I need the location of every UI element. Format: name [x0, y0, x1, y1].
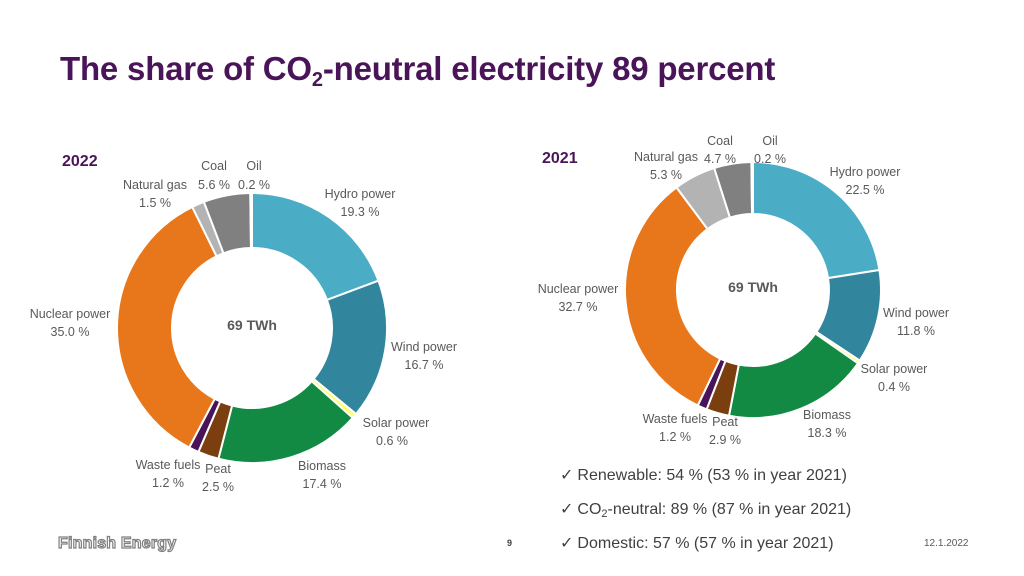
slice-name-label: Waste fuels: [643, 412, 708, 426]
chart-year-label: 2022: [62, 153, 98, 170]
check-icon: ✓: [560, 467, 574, 484]
slice-name-label: Oil: [246, 159, 261, 173]
slice-value-label: 35.0 %: [51, 325, 90, 339]
slice-oil: [249, 191, 253, 250]
slice-name-label: Oil: [762, 134, 777, 148]
slice-name-label: Hydro power: [830, 165, 901, 179]
slice-name-label: Natural gas: [123, 178, 187, 192]
slice-value-label: 19.3 %: [341, 205, 380, 219]
slice-value-label: 4.7 %: [704, 152, 736, 166]
slice-value-label: 17.4 %: [303, 477, 342, 491]
fact-renewable: ✓ Renewable: 54 % (53 % in year 2021): [560, 467, 847, 484]
slice-value-label: 1.5 %: [139, 196, 171, 210]
slice-name-label: Natural gas: [634, 150, 698, 164]
slice-name-label: Peat: [205, 462, 231, 476]
slice-name-label: Solar power: [363, 416, 430, 430]
slice-value-label: 18.3 %: [808, 426, 847, 440]
slice-name-label: Biomass: [298, 459, 346, 473]
slice-name-label: Hydro power: [325, 187, 396, 201]
page-title: The share of CO2-neutral electricity 89 …: [60, 50, 776, 91]
slice-name-label: Nuclear power: [30, 307, 111, 321]
slice-name-label: Wind power: [391, 340, 457, 354]
slice-value-label: 0.4 %: [878, 380, 910, 394]
slice-value-label: 2.9 %: [709, 433, 741, 447]
chart-year-label: 2021: [542, 150, 578, 167]
fact-domestic: ✓ Domestic: 57 % (57 % in year 2021): [560, 535, 834, 552]
page-number: 9: [507, 538, 513, 548]
slice-name-label: Waste fuels: [136, 458, 201, 472]
check-icon: ✓: [560, 535, 574, 552]
slice-value-label: 16.7 %: [405, 358, 444, 372]
donut-chart-2022: 2022 Hydro power 19.3 % Wind power 16.7 % Sol…: [30, 153, 457, 494]
slice-name-label: Solar power: [861, 362, 928, 376]
slice-value-label: 1.2 %: [659, 430, 691, 444]
slice-value-label: 32.7 %: [559, 300, 598, 314]
slice-oil: [750, 160, 754, 216]
slice-name-label: Coal: [201, 159, 227, 173]
slice-value-label: 5.6 %: [198, 178, 230, 192]
slice-nuclear-power: [624, 185, 722, 407]
slice-name-label: Wind power: [883, 306, 949, 320]
slice-value-label: 5.3 %: [650, 168, 682, 182]
slice-value-label: 2.5 %: [202, 480, 234, 494]
finnish-energy-logo: Finnish Energy: [57, 534, 177, 552]
slice-nuclear-power: [116, 205, 218, 449]
slice-name-label: Peat: [712, 415, 738, 429]
footer-date: 12.1.2022: [924, 538, 969, 549]
slice-name-label: Nuclear power: [538, 282, 619, 296]
slice-value-label: 0.2 %: [754, 152, 786, 166]
slice-value-label: 11.8 %: [897, 324, 935, 338]
slice-value-label: 0.2 %: [238, 178, 270, 192]
donut-chart-2021: 2021 Hydro power 22.5 % Wind power 11.8 % Sol…: [538, 134, 949, 447]
slice-value-label: 1.2 %: [152, 476, 184, 490]
check-icon: ✓: [560, 501, 574, 518]
summary-list: ✓ Renewable: 54 % (53 % in year 2021) ✓ CO…: [560, 462, 851, 564]
slice-name-label: Biomass: [803, 408, 851, 422]
chart-center-label: 69 TWh: [728, 279, 778, 295]
slice-value-label: 0.6 %: [376, 434, 408, 448]
slice-name-label: Coal: [707, 134, 733, 148]
slice-value-label: 22.5 %: [846, 183, 885, 197]
fact-co2-neutral: ✓ CO2-neutral: 89 % (87 % in year 2021): [560, 501, 852, 520]
slice-hydro-power: [752, 160, 881, 280]
chart-center-label: 69 TWh: [227, 317, 277, 333]
